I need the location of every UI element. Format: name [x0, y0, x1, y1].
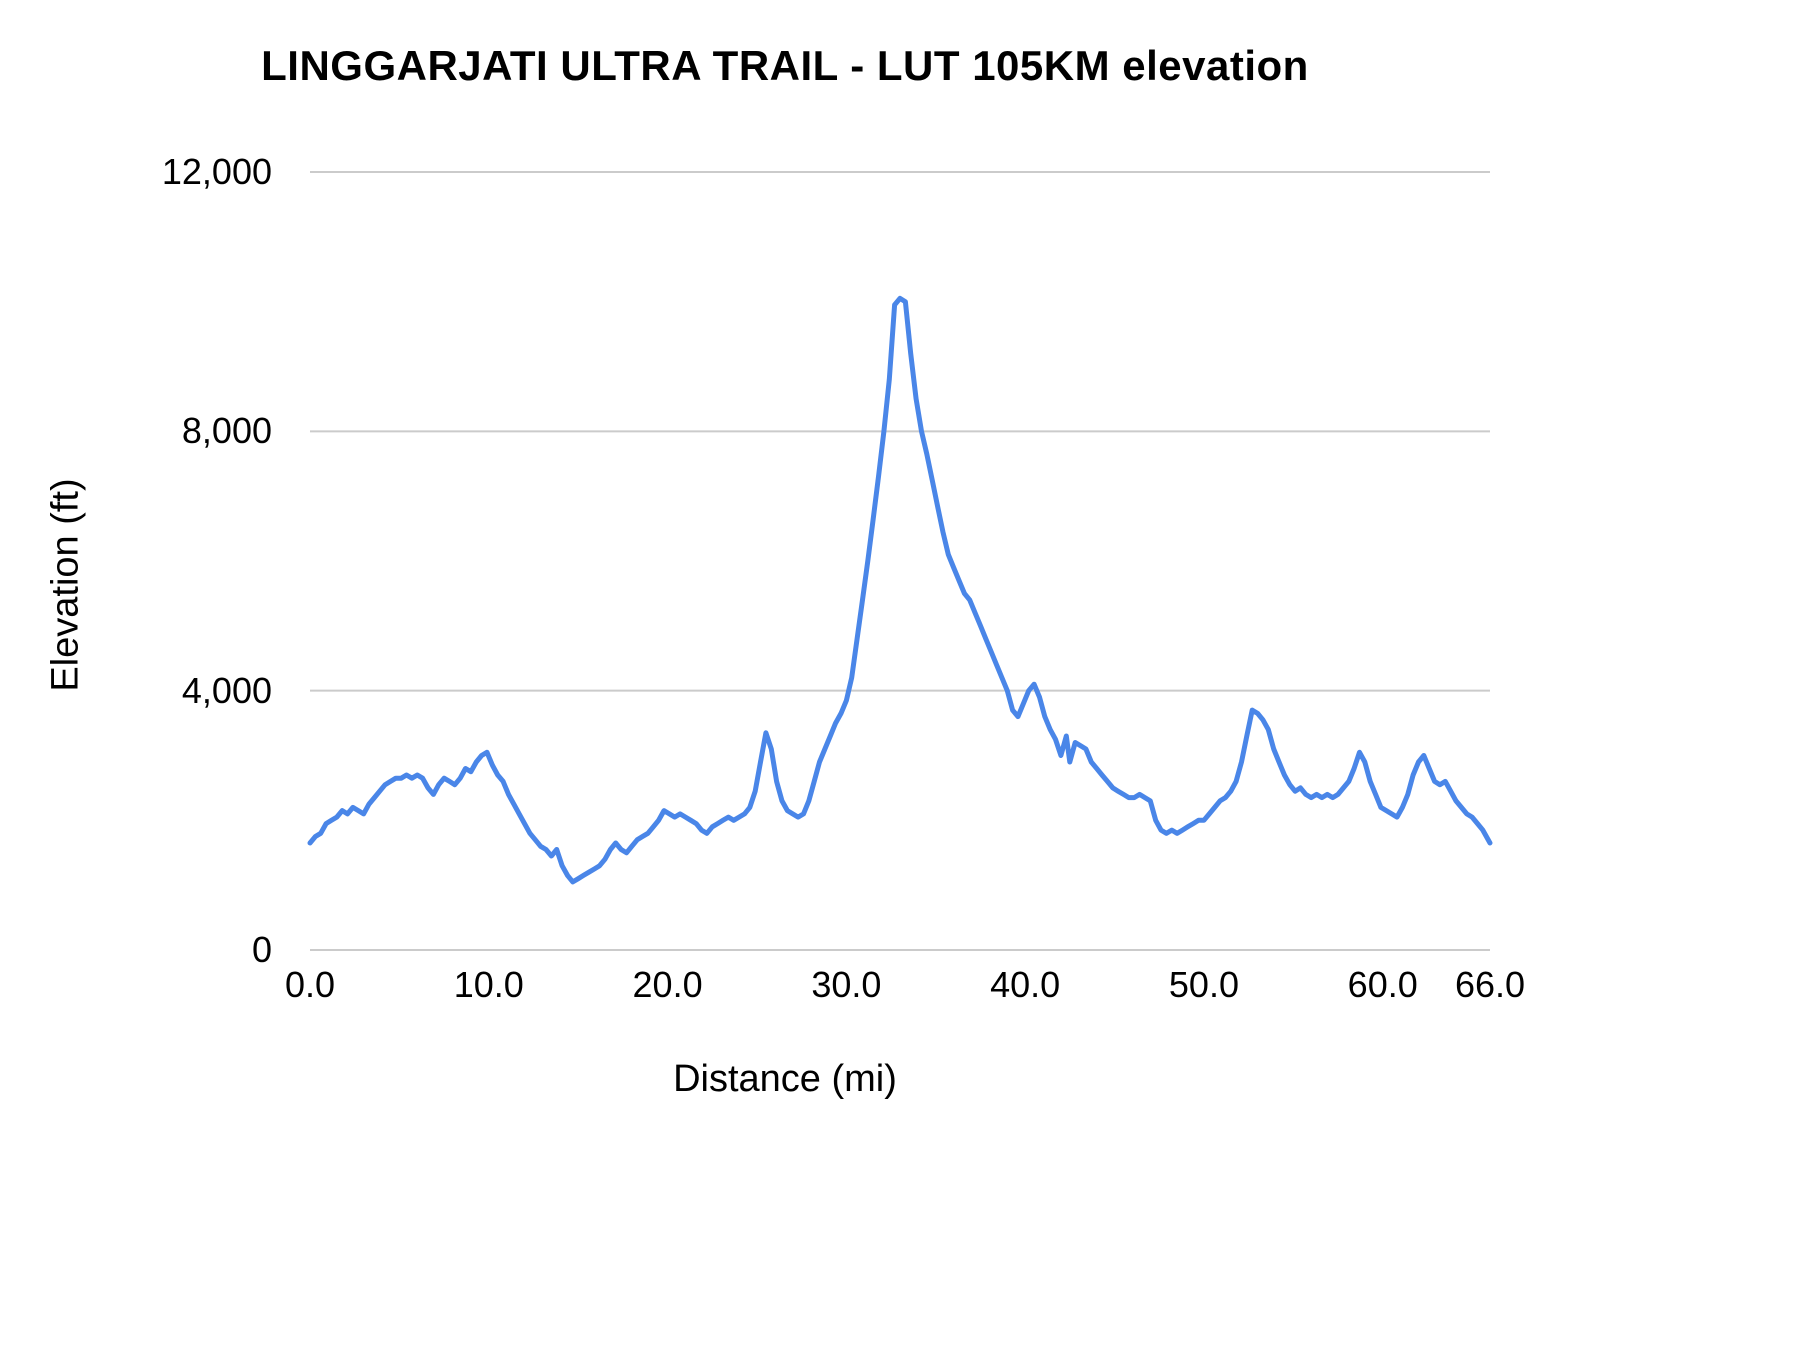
x-tick-label: 20.0: [632, 964, 703, 1005]
x-tick-label: 66.0: [1454, 964, 1526, 1005]
y-tick-label: 4,000: [181, 669, 272, 711]
y-tick-label: 12,000: [161, 151, 272, 192]
y-tick-label: 0: [251, 929, 272, 970]
y-tick-label: 8,000: [181, 410, 272, 452]
x-tick-label: 60.0: [1347, 964, 1418, 1005]
x-axis-title: Distance (mi): [673, 1058, 897, 1100]
x-tick-label: 0.0: [284, 964, 336, 1005]
chart-title: LINGGARJATI ULTRA TRAIL - LUT 105KM elev…: [261, 42, 1309, 89]
y-axis-title: Elevation (ft): [44, 478, 87, 692]
elevation-line: [307, 295, 1493, 885]
x-tick-label: 40.0: [990, 964, 1061, 1005]
x-tick-label: 50.0: [1168, 964, 1239, 1005]
x-tick-label: 10.0: [453, 964, 524, 1005]
x-tick-label: 30.0: [811, 964, 882, 1005]
